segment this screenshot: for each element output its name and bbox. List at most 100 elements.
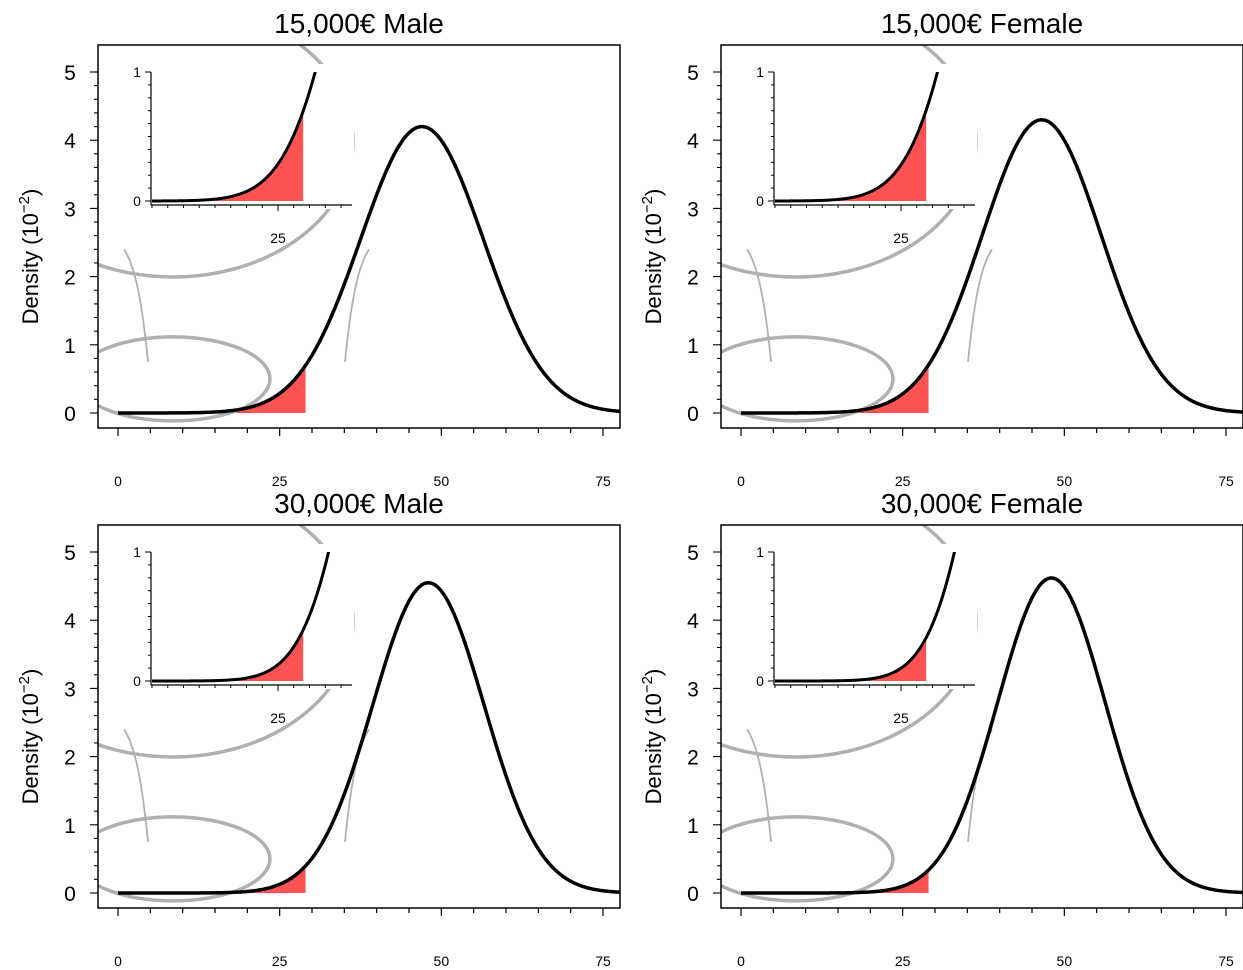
inset-zoom: 0 1 25 [133,544,354,726]
shaded-area [118,865,306,893]
inset-x-tick-label: 25 [270,710,286,726]
inset-y-tick-label: 0 [133,673,141,689]
y-tick-label: 5 [64,62,76,85]
inset-x-tick-label: 25 [893,710,909,726]
x-tick-label: 50 [1057,953,1073,969]
density-curve [117,124,620,415]
x-tick-label: 75 [1218,953,1234,969]
inset-shaded-area [152,629,304,681]
shaded-area [741,364,929,413]
x-tick-label: 25 [272,953,288,969]
plot-content [98,45,620,423]
magnifier-lens-small [721,335,895,423]
connector-right [344,248,370,362]
y-axis-label-base: Density (10 [641,693,666,804]
x-tick-label: 25 [272,473,288,489]
plot-frame [97,524,621,909]
y-tick-label: 5 [687,62,699,85]
inset-content [151,72,317,203]
plot-frame [720,44,1243,429]
inset-y-tick-label: 1 [133,544,141,560]
y-tick-label: 5 [687,542,699,565]
x-tick-label: 75 [1218,473,1234,489]
inset-zoom: 0 1 25 [756,64,977,246]
y-tick-label: 0 [687,403,699,426]
x-tick-label: 75 [595,953,611,969]
connector-left [123,248,149,362]
inset-density-curve [775,552,956,683]
y-tick-label: 0 [687,883,699,906]
y-tick-label: 4 [687,130,699,153]
density-curve [741,576,1243,895]
inset-x-tick-label: 25 [270,230,286,246]
chart-title: 30,000€ Female [881,488,1083,519]
y-axis-label-exponent: −2 [16,676,33,693]
plot-frame [97,44,621,429]
x-tick-label: 0 [737,953,745,969]
y-axis-label: Density (10−2) [639,189,666,325]
x-tick-label: 50 [434,953,450,969]
y-tick-label: 3 [687,198,699,221]
connector-left [746,248,772,362]
inset-shaded-area [775,637,927,681]
y-tick-label: 3 [64,678,76,701]
y-axis-label-close: ) [641,189,666,196]
x-tick-label: 50 [1057,473,1073,489]
connector-left [123,728,149,842]
y-tick-label: 2 [687,267,699,290]
x-tick-label: 0 [114,473,122,489]
inset-background [149,64,354,209]
chart-title: 30,000€ Male [274,488,444,519]
inset-x-tick-label: 25 [893,230,909,246]
inset-shaded-area [152,110,304,201]
y-axis-label-close: ) [18,189,43,196]
chart-title: 15,000€ Male [274,8,444,39]
inset-background [772,544,977,689]
inset-density-curve [151,72,317,203]
y-tick-label: 3 [64,198,76,221]
y-axis-label-close: ) [18,669,43,676]
shaded-area [118,365,306,413]
y-tick-label: 2 [687,747,699,770]
y-tick-label: 2 [64,267,76,290]
inset-shaded-area [775,110,927,201]
y-tick-label: 0 [64,883,76,906]
y-axis-label: Density (10−2) [639,669,666,805]
shaded-area [741,870,929,893]
y-tick-label: 5 [64,542,76,565]
magnifier-lens-small [98,815,272,903]
inset-content [774,72,940,203]
x-tick-label: 25 [895,473,911,489]
inset-background [772,64,977,209]
magnifier-lens-small [721,815,895,903]
x-tick-label: 25 [895,953,911,969]
y-tick-label: 2 [64,747,76,770]
x-tick-label: 0 [737,473,745,489]
y-tick-label: 1 [64,335,76,358]
y-tick-label: 1 [687,815,699,838]
y-axis-label: Density (10−2) [16,669,43,805]
y-tick-label: 1 [64,815,76,838]
inset-zoom: 0 1 25 [756,544,977,726]
y-axis-label-close: ) [641,669,666,676]
density-curve [118,580,620,895]
x-tick-label: 50 [434,473,450,489]
y-axis-label-exponent: −2 [639,196,656,213]
y-axis-label: Density (10−2) [16,189,43,325]
density-curve [741,117,1243,415]
connector-left [746,728,772,842]
x-tick-label: 75 [595,473,611,489]
chart-title: 15,000€ Female [881,8,1083,39]
connector-right [967,248,993,362]
inset-density-curve [774,72,940,203]
y-tick-label: 1 [687,335,699,358]
y-axis-label-exponent: −2 [16,196,33,213]
inset-y-tick-label: 1 [756,544,764,560]
y-axis-label-exponent: −2 [639,676,656,693]
y-tick-label: 3 [687,678,699,701]
inset-y-tick-label: 0 [756,673,764,689]
inset-density-curve [151,552,331,683]
inset-y-tick-label: 0 [133,193,141,209]
